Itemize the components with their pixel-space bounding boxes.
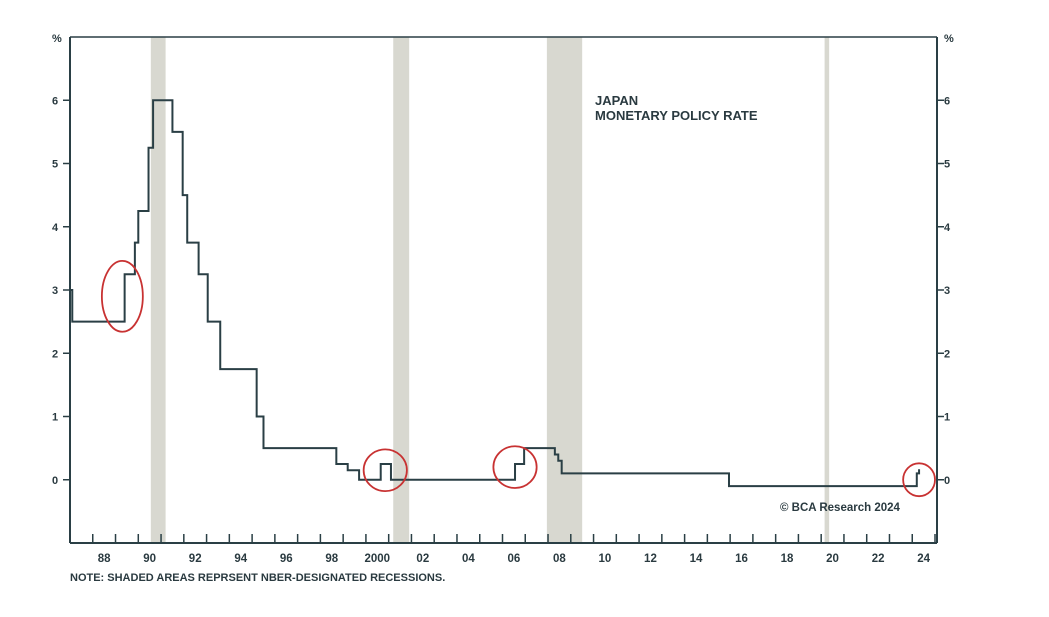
y-tick-label-left: 5 [52, 159, 58, 171]
x-tick-label: 18 [781, 553, 794, 565]
highlight-circle [902, 462, 936, 498]
highlight-circle [100, 260, 144, 333]
y-tick-label-right: 5 [944, 159, 950, 171]
y-tick-label-left: 0 [52, 475, 58, 487]
source-credit: © BCA Research 2024 [780, 502, 901, 514]
y-tick-label-right: 6 [944, 95, 950, 107]
y-tick-label-left: 1 [52, 412, 58, 424]
x-tick-label: 16 [735, 553, 748, 565]
y-tick-label-right: 3 [944, 285, 950, 297]
x-tick-label: 10 [599, 553, 612, 565]
x-tick-label: 08 [553, 553, 566, 565]
y-tick-label-right: 4 [944, 222, 951, 234]
highlight-circles [100, 260, 936, 498]
y-unit-right: % [944, 33, 954, 45]
recession-band [824, 37, 830, 543]
chart-title: JAPAN [595, 93, 638, 108]
x-tick-label: 04 [462, 553, 475, 565]
axis-ticks: 0 01 12 23 34 45 56 688 90 92 94 96 98 2000 02 04 06 08 10… [52, 95, 951, 565]
x-tick-label: 12 [644, 553, 657, 565]
axes-frame [69, 36, 938, 544]
x-tick-label: 96 [280, 553, 293, 565]
x-tick-label: 02 [416, 553, 429, 565]
x-tick-label: 2000 [365, 553, 391, 565]
y-tick-label-left: 2 [52, 348, 58, 360]
y-tick-label-right: 0 [944, 475, 950, 487]
y-unit-left: % [52, 33, 62, 45]
x-tick-label: 14 [690, 553, 703, 565]
x-tick-label: 92 [189, 553, 202, 565]
highlight-circle [362, 448, 408, 493]
y-tick-label-right: 1 [944, 412, 950, 424]
x-tick-label: 20 [826, 553, 839, 565]
chart-subtitle: MONETARY POLICY RATE [595, 108, 758, 123]
y-tick-label-left: 6 [52, 95, 58, 107]
recession-band [393, 37, 410, 543]
x-tick-label: 22 [872, 553, 885, 565]
recession-bands [150, 37, 830, 543]
x-tick-label: 98 [325, 553, 338, 565]
x-tick-label: 94 [234, 553, 247, 565]
x-tick-label: 24 [917, 553, 930, 565]
y-tick-label-left: 3 [52, 285, 58, 297]
x-tick-label: 06 [507, 553, 520, 565]
x-tick-label: 88 [98, 553, 111, 565]
highlight-circle [492, 445, 538, 489]
y-tick-label-left: 4 [52, 222, 59, 234]
chart-note: NOTE: SHADED AREAS REPRSENT NBER-DESIGNA… [70, 572, 445, 584]
recession-band [546, 37, 583, 543]
policy-rate-line [70, 99, 921, 488]
recession-band [150, 37, 166, 543]
x-tick-label: 90 [143, 553, 156, 565]
y-tick-label-right: 2 [944, 348, 950, 360]
